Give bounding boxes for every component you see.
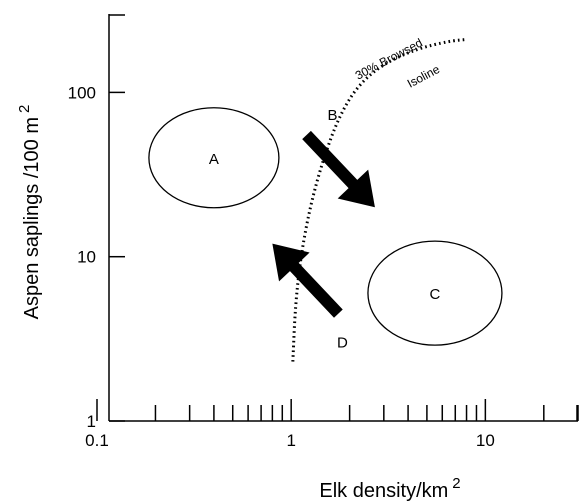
region-a-label: A	[209, 151, 219, 168]
y-tick-label: 10	[77, 248, 96, 267]
axes	[108, 14, 578, 422]
isoline-curve	[291, 37, 467, 362]
arrow-b-label: B	[328, 107, 338, 124]
x-tick-label: 1	[286, 431, 295, 450]
region-c-ellipse	[367, 240, 503, 346]
region-a-ellipse	[148, 107, 280, 209]
y-tick-label: 100	[68, 83, 96, 102]
isoline-label-line2: Isoline	[405, 62, 442, 91]
x-tick-label: 0.1	[85, 431, 109, 450]
y-tick-label: 1	[87, 412, 96, 431]
x-tick-label: 10	[476, 431, 495, 450]
arrow-b	[302, 130, 375, 208]
y-axis-label: Aspen saplings /100 m2	[16, 105, 43, 320]
region-c-label: C	[430, 286, 441, 303]
arrow-d	[272, 243, 343, 318]
arrow-d-label: D	[337, 335, 348, 352]
x-axis-label: Elk density/km 2	[319, 475, 460, 501]
